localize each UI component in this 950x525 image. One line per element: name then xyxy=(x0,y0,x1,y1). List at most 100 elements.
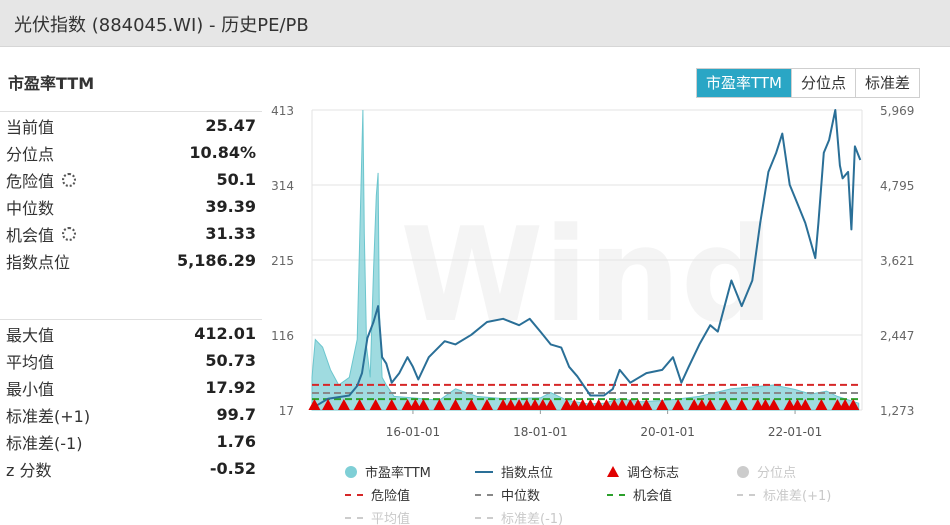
stat-value: 412.01 xyxy=(194,324,256,343)
current-stats-panel: 当前值 25.47 分位点 10.84% 危险值 50.1 中位数 39.39 … xyxy=(0,111,262,274)
stat-value: -0.52 xyxy=(209,459,256,478)
x-tick-label: 22-01-01 xyxy=(768,425,822,439)
gear-icon[interactable] xyxy=(62,226,77,241)
legend-item[interactable]: 市盈率TTM xyxy=(345,462,431,481)
y-right-tick-label: 1,273 xyxy=(880,404,914,418)
rebalance-marker xyxy=(497,399,510,410)
summary-stats-panel: 最大值 412.01 平均值 50.73 最小值 17.92 标准差(+1) 9… xyxy=(0,319,262,482)
rebalance-marker xyxy=(720,399,733,410)
stat-value: 31.33 xyxy=(205,224,256,243)
chart-legend: 市盈率TTM 指数点位 调仓标志 分位点危险值 中位数 机会值 标准差(+1) 平均值 标准差(… xyxy=(335,460,895,525)
y-left-tick-label: 413 xyxy=(271,104,294,118)
stat-danger-value: 危险值 50.1 xyxy=(0,166,262,193)
tab-percentile[interactable]: 分位点 xyxy=(791,69,856,97)
metric-tabs: 市盈率TTM 分位点 标准差 xyxy=(696,68,921,98)
index-level-line xyxy=(311,109,862,410)
rebalance-marker xyxy=(751,399,764,410)
legend-label: 指数点位 xyxy=(501,466,554,481)
rebalance-marker xyxy=(385,399,398,410)
rebalance-marker xyxy=(513,399,526,410)
stat-value: 17.92 xyxy=(205,378,256,397)
legend-item[interactable]: 标准差(-1) xyxy=(475,508,563,525)
rebalance-marker xyxy=(608,399,621,410)
rebalance-marker xyxy=(767,399,780,410)
stat-opportunity-value: 机会值 31.33 xyxy=(0,220,262,247)
stat-label: 中位数 xyxy=(6,198,55,218)
rebalance-marker xyxy=(449,399,462,410)
stat-median: 中位数 39.39 xyxy=(0,193,262,220)
rebalance-marker xyxy=(322,399,335,410)
stat-min: 最小值 17.92 xyxy=(0,374,262,401)
rebalance-marker xyxy=(799,399,812,410)
legend-dash-icon xyxy=(607,493,625,496)
rebalance-marker xyxy=(528,399,541,410)
stat-label: 分位点 xyxy=(6,144,55,164)
stat-value: 50.73 xyxy=(205,351,256,370)
tab-pe-ttm[interactable]: 市盈率TTM xyxy=(697,69,792,97)
legend-label: 调仓标志 xyxy=(627,466,680,481)
legend-item[interactable]: 机会值 xyxy=(607,485,672,504)
rebalance-marker xyxy=(616,399,629,410)
stat-z-score: z 分数 -0.52 xyxy=(0,455,262,482)
rebalance-marker xyxy=(401,399,414,410)
stat-current-value: 当前值 25.47 xyxy=(0,112,262,139)
stat-max: 最大值 412.01 xyxy=(0,320,262,347)
x-tick-label: 18-01-01 xyxy=(513,425,567,439)
rebalance-marker xyxy=(672,399,685,410)
stat-label: z 分数 xyxy=(6,460,52,480)
legend-item[interactable]: 标准差(+1) xyxy=(737,485,831,504)
rebalance-marker xyxy=(695,399,708,410)
legend-item[interactable]: 中位数 xyxy=(475,485,540,504)
legend-item[interactable]: 分位点 xyxy=(737,462,796,481)
y-right-tick-label: 3,621 xyxy=(880,254,914,268)
rebalance-marker xyxy=(600,399,613,410)
y-right-tick-label: 5,969 xyxy=(880,104,914,118)
rebalance-marker xyxy=(839,399,852,410)
stat-value: 1.76 xyxy=(216,432,256,451)
rebalance-marker xyxy=(465,399,478,410)
legend-item[interactable]: 调仓标志 xyxy=(607,462,679,481)
stat-label: 危险值 xyxy=(6,171,55,191)
rebalance-marker xyxy=(847,399,860,410)
rebalance-marker xyxy=(337,399,350,410)
rebalance-marker xyxy=(791,399,804,410)
rebalance-marker xyxy=(481,399,494,410)
stat-label: 标准差(+1) xyxy=(6,406,91,426)
rebalance-marker xyxy=(409,399,422,410)
stat-std-plus-1: 标准差(+1) 99.7 xyxy=(0,401,262,428)
rebalance-marker xyxy=(640,399,653,410)
stat-label: 指数点位 xyxy=(6,252,71,272)
panel-title: 市盈率TTM xyxy=(8,74,95,93)
legend-label: 市盈率TTM xyxy=(365,466,431,481)
tab-std-dev[interactable]: 标准差 xyxy=(855,69,920,97)
stat-value: 5,186.29 xyxy=(177,251,256,270)
window-titlebar: 光伏指数 (884045.WI) - 历史PE/PB xyxy=(0,0,950,47)
rebalance-marker xyxy=(353,399,366,410)
rebalance-marker xyxy=(624,399,637,410)
legend-dash-icon xyxy=(345,493,363,496)
stat-label-with-setting: 危险值 xyxy=(6,168,77,192)
stat-label: 最小值 xyxy=(6,379,55,399)
window-title: 光伏指数 (884045.WI) - 历史PE/PB xyxy=(14,15,309,36)
legend-item[interactable]: 指数点位 xyxy=(475,462,553,481)
legend-dash-icon xyxy=(475,516,493,519)
stat-label: 当前值 xyxy=(6,117,55,137)
stat-label-with-setting: 机会值 xyxy=(6,222,77,246)
stat-value: 25.47 xyxy=(205,116,256,135)
legend-dot-icon xyxy=(737,465,749,478)
legend-item[interactable]: 危险值 xyxy=(345,485,410,504)
gear-icon[interactable] xyxy=(62,172,77,187)
stat-percentile: 分位点 10.84% xyxy=(0,139,262,166)
legend-label: 标准差(+1) xyxy=(763,489,832,504)
legend-label: 分位点 xyxy=(757,466,797,481)
rebalance-marker xyxy=(520,399,533,410)
rebalance-marker xyxy=(369,399,382,410)
legend-item[interactable]: 平均值 xyxy=(345,508,410,525)
rebalance-marker xyxy=(592,399,605,410)
rebalance-marker xyxy=(783,399,796,410)
rebalance-marker xyxy=(308,399,321,410)
pe-ttm-area xyxy=(311,109,860,411)
legend-label: 平均值 xyxy=(371,512,411,525)
stat-std-minus-1: 标准差(-1) 1.76 xyxy=(0,428,262,455)
